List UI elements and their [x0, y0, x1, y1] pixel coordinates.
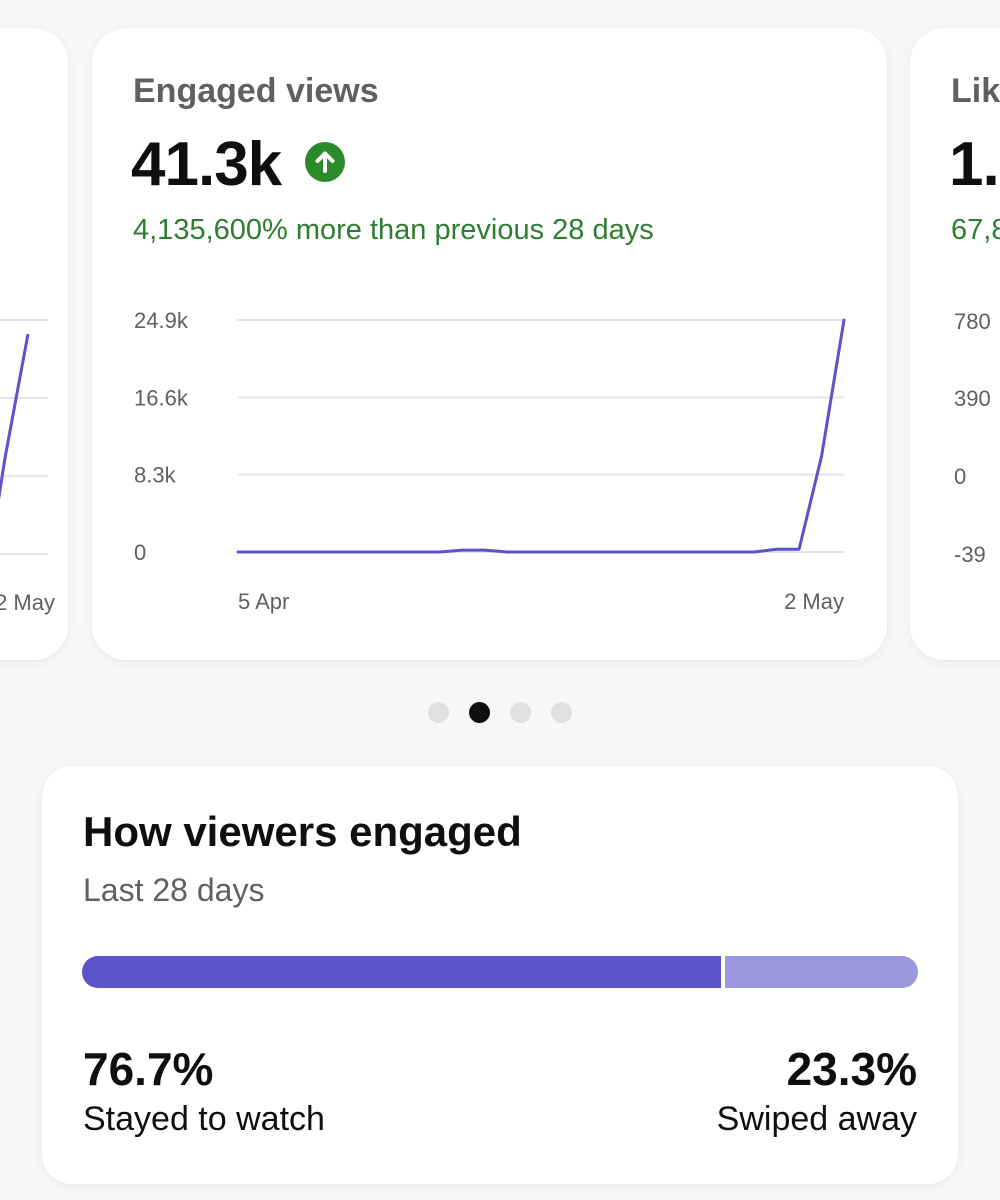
metric-card-previous[interactable]: 2 May — [0, 28, 68, 660]
pagination-dot[interactable] — [428, 702, 449, 723]
how-viewers-engaged-card[interactable]: How viewers engaged Last 28 days 76.7% S… — [42, 766, 958, 1184]
metric-value: 1. — [949, 130, 1000, 199]
metric-title: Engaged views — [133, 72, 379, 110]
y-tick-label: 8.3k — [134, 463, 177, 488]
pagination-dot[interactable] — [510, 702, 531, 723]
engaged-views-series-line — [236, 318, 846, 554]
x-tick-label: 2 May — [0, 590, 55, 615]
metric-card-engaged-views[interactable]: Engaged views 41.3k 4,135,600% more than… — [92, 28, 887, 660]
y-tick-label: 24.9k — [134, 308, 189, 333]
pagination-dot[interactable] — [551, 702, 572, 723]
y-tick-label: 780 — [954, 309, 991, 334]
metric-value: 41.3k — [131, 130, 282, 199]
pagination-dot-active[interactable] — [469, 702, 490, 723]
y-tick-label: 16.6k — [134, 385, 189, 410]
swiped-percent: 23.3% — [786, 1043, 917, 1095]
next-card-chart: 780 390 0 -39 — [954, 309, 991, 567]
card-title: How viewers engaged — [83, 808, 522, 855]
x-tick-label: 2 May — [784, 589, 844, 614]
engaged-views-chart: 0 8.3k 16.6k 24.9k 5 Apr 2 May — [134, 308, 846, 614]
swiped-label: Swiped away — [716, 1100, 917, 1138]
card-subtitle: Last 28 days — [83, 872, 265, 908]
x-tick-label: 5 Apr — [238, 589, 289, 614]
previous-card-chart: 2 May — [0, 319, 55, 615]
y-tick-label: -39 — [954, 542, 986, 567]
y-tick-label: 390 — [954, 386, 991, 411]
stayed-percent: 76.7% — [83, 1043, 214, 1095]
stayed-to-watch-bar — [82, 956, 721, 988]
metric-change-text: 4,135,600% more than previous 28 days — [133, 214, 654, 246]
metric-title: Lik — [951, 72, 1000, 110]
metric-change-text: 67,8 — [951, 214, 1000, 246]
swiped-away-bar — [725, 956, 918, 988]
arrow-up-icon — [305, 142, 345, 182]
engagement-split-bar — [82, 956, 918, 988]
y-tick-label: 0 — [954, 464, 966, 489]
y-tick-label: 0 — [134, 540, 146, 565]
metric-card-next[interactable]: Lik 1. 67,8 780 390 0 -39 — [910, 28, 1000, 660]
previous-card-line — [0, 333, 30, 500]
stayed-label: Stayed to watch — [83, 1100, 325, 1138]
